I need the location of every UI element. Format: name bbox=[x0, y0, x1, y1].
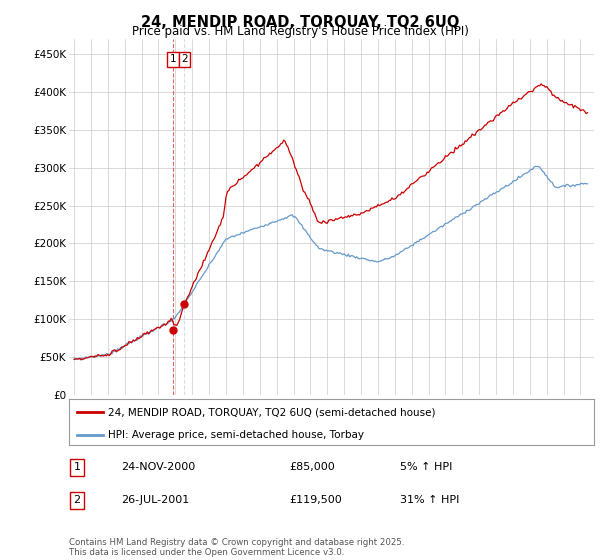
Text: Price paid vs. HM Land Registry's House Price Index (HPI): Price paid vs. HM Land Registry's House … bbox=[131, 25, 469, 38]
Text: £119,500: £119,500 bbox=[290, 496, 342, 506]
Text: 24, MENDIP ROAD, TORQUAY, TQ2 6UQ: 24, MENDIP ROAD, TORQUAY, TQ2 6UQ bbox=[141, 15, 459, 30]
Text: 26-JUL-2001: 26-JUL-2001 bbox=[121, 496, 190, 506]
Text: 1: 1 bbox=[73, 462, 80, 472]
Text: 24, MENDIP ROAD, TORQUAY, TQ2 6UQ (semi-detached house): 24, MENDIP ROAD, TORQUAY, TQ2 6UQ (semi-… bbox=[109, 407, 436, 417]
Text: 5% ↑ HPI: 5% ↑ HPI bbox=[400, 462, 452, 472]
Text: £85,000: £85,000 bbox=[290, 462, 335, 472]
Text: 1: 1 bbox=[170, 54, 176, 64]
Text: 2: 2 bbox=[73, 496, 80, 506]
Text: 24-NOV-2000: 24-NOV-2000 bbox=[121, 462, 196, 472]
Text: 31% ↑ HPI: 31% ↑ HPI bbox=[400, 496, 459, 506]
Text: Contains HM Land Registry data © Crown copyright and database right 2025.
This d: Contains HM Land Registry data © Crown c… bbox=[69, 538, 404, 557]
Text: HPI: Average price, semi-detached house, Torbay: HPI: Average price, semi-detached house,… bbox=[109, 430, 364, 440]
Text: 2: 2 bbox=[181, 54, 188, 64]
